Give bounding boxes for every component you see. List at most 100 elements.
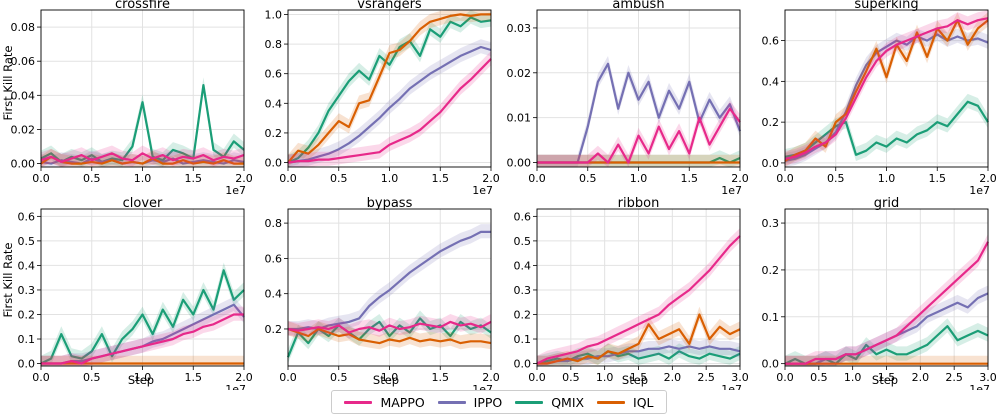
legend-swatch-qmix xyxy=(515,400,544,404)
x-axis-label-1: Step xyxy=(128,373,154,387)
series-line-mappo xyxy=(41,313,244,365)
x-axis-label-2: Step xyxy=(373,373,399,387)
x-tick-label: 0.0 xyxy=(528,172,546,185)
x-multiplier-label: 1e7 xyxy=(969,383,990,390)
x-tick-label: 0.5 xyxy=(330,172,348,185)
x-tick-label: 1.5 xyxy=(185,172,203,185)
x-multiplier-label: 1e7 xyxy=(721,184,742,197)
x-tick-label: 0.5 xyxy=(827,172,845,185)
y-tick-label: 0.8 xyxy=(265,38,283,51)
x-tick-label: 0.5 xyxy=(330,371,348,384)
x-tick-label: 2.0 xyxy=(235,371,253,384)
x-tick-label: 0.0 xyxy=(279,371,297,384)
band-iql xyxy=(537,154,740,167)
x-tick-label: 0.5 xyxy=(579,172,597,185)
x-multiplier-label: 1e7 xyxy=(225,184,246,197)
series-line-iql xyxy=(287,327,492,345)
legend-swatch-iql xyxy=(597,400,626,404)
y-tick-label: 0.6 xyxy=(514,210,532,223)
band-qmix xyxy=(41,77,244,167)
x-tick-label: 2.0 xyxy=(731,172,749,185)
x-tick-label: 1.0 xyxy=(134,371,152,384)
legend-swatch-ippo xyxy=(437,400,466,404)
band-qmix xyxy=(785,318,988,366)
y-tick-label: 0.2 xyxy=(514,308,532,321)
y-tick-label: 0.6 xyxy=(265,68,283,81)
series-line-mappo xyxy=(784,17,989,160)
band-iql xyxy=(537,306,740,366)
series-line-mappo xyxy=(537,107,741,164)
x-tick-label: 1.5 xyxy=(929,172,947,185)
subplot-title: ribbon xyxy=(618,196,660,211)
y-tick-label: 0.2 xyxy=(265,127,283,140)
x-tick-label: 1.5 xyxy=(432,371,450,384)
y-tick-label: 0.0 xyxy=(18,358,36,371)
series-line-ippo xyxy=(784,33,989,162)
y-tick-label: 0.0 xyxy=(762,358,780,371)
band-mappo xyxy=(41,145,244,167)
x-tick-label: 0.0 xyxy=(32,172,50,185)
band-qmix xyxy=(288,10,491,167)
x-tick-label: 1.0 xyxy=(134,172,152,185)
y-tick-label: 0.8 xyxy=(265,217,283,230)
x-multiplier-label: 1e7 xyxy=(225,383,246,390)
x-tick-label: 0.0 xyxy=(528,371,546,384)
series-line-ippo xyxy=(287,45,492,164)
band-iql xyxy=(785,12,988,167)
legend: MAPPO IPPO QMIX IQL xyxy=(331,390,667,414)
x-tick-label: 2.5 xyxy=(697,371,715,384)
legend-item-ippo: IPPO xyxy=(437,394,503,410)
x-tick-label: 2.0 xyxy=(482,371,500,384)
subplot-crossfire: 0.0 0.5 1.0 1.5 2.0 0.00 0.02 0.04 0.06 0.08 1e7 cr… xyxy=(11,0,253,197)
y-axis-label-row1: First Kill Rate xyxy=(1,45,15,120)
x-tick-label: 3.0 xyxy=(731,371,749,384)
x-tick-label: 0.5 xyxy=(562,371,580,384)
x-tick-label: 2.5 xyxy=(945,371,963,384)
x-tick-label: 0.0 xyxy=(32,371,50,384)
y-tick-label: 0.3 xyxy=(762,217,780,230)
x-tick-label: 1.0 xyxy=(596,371,614,384)
series-line-mappo xyxy=(287,320,492,334)
y-tick-label: 0.2 xyxy=(762,116,780,129)
figure-canvas: First Kill Rate First Kill Rate Step Ste… xyxy=(1,0,997,390)
subplot-bypass: 0.0 0.5 1.0 1.5 2.0 0.2 0.4 0.6 0.8 1e7 bypass xyxy=(265,196,500,390)
y-tick-label: 0.3 xyxy=(18,284,36,297)
y-tick-label: 0.3 xyxy=(514,284,532,297)
subplot-superking: 0.0 0.5 1.0 1.5 2.0 0.0 0.2 0.4 0.6 1e7 superking xyxy=(762,0,997,197)
series-line-iql xyxy=(40,155,244,165)
y-tick-label: 0.02 xyxy=(11,123,36,136)
series-line-iql xyxy=(784,19,989,162)
legend-label-ippo: IPPO xyxy=(473,394,503,410)
band-mappo xyxy=(785,10,988,166)
x-tick-label: 3.0 xyxy=(979,371,997,384)
y-tick-label: 0.2 xyxy=(762,264,780,277)
y-tick-label: 0.2 xyxy=(265,323,283,336)
subplot-title: ambush xyxy=(612,0,664,12)
y-tick-label: 0.04 xyxy=(11,89,36,102)
y-tick-label: 0.4 xyxy=(265,288,283,301)
series-line-iql xyxy=(537,313,741,365)
y-tick-label: 0.4 xyxy=(514,259,532,272)
x-tick-label: 1.0 xyxy=(381,172,399,185)
x-tick-label: 1.0 xyxy=(381,371,399,384)
band-qmix xyxy=(537,343,740,366)
x-tick-label: 2.0 xyxy=(912,371,930,384)
y-tick-label: 0.6 xyxy=(18,210,36,223)
band-ippo xyxy=(41,296,244,366)
x-tick-label: 1.5 xyxy=(681,172,699,185)
x-tick-label: 0.5 xyxy=(83,371,101,384)
subplot-title: bypass xyxy=(367,196,413,211)
subplot-ribbon: 0.0 0.5 1.0 1.5 2.0 2.5 3.0 0.0 0.1 0.2 0.3 0.4 0.5 0… xyxy=(514,196,749,390)
series-line-mappo xyxy=(40,152,245,163)
x-tick-label: 2.0 xyxy=(979,172,997,185)
y-tick-label: 0.08 xyxy=(11,21,36,34)
x-tick-label: 0.0 xyxy=(776,172,794,185)
subplot-title: clover xyxy=(123,196,163,211)
x-tick-label: 2.0 xyxy=(482,172,500,185)
x-tick-label: 0.5 xyxy=(83,172,101,185)
series-line-mappo xyxy=(785,241,989,365)
band-ippo xyxy=(785,285,988,366)
y-tick-label: 0.01 xyxy=(507,112,532,125)
legend-label-iql: IQL xyxy=(633,394,654,410)
series-line-qmix xyxy=(40,269,245,365)
